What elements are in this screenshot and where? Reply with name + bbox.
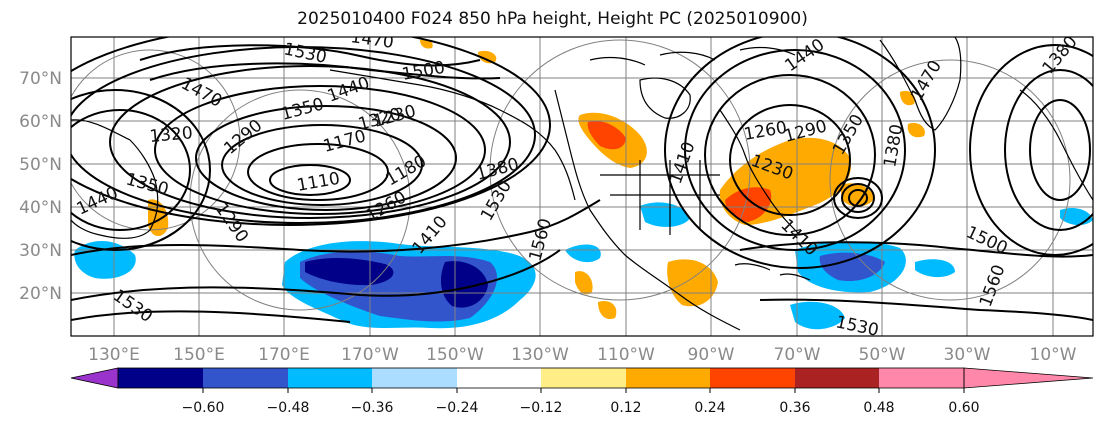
negative-anomaly-central-pacific-core2 — [440, 261, 488, 308]
positive-anomaly-greenland — [900, 90, 916, 106]
colorbar-swatch — [457, 368, 541, 388]
colorbar-tick-label: −0.12 — [520, 400, 563, 416]
colorbar-swatch — [372, 368, 457, 388]
lon-tick-label: 150°E — [173, 345, 225, 365]
colorbar-swatch — [288, 368, 372, 388]
contour-low-europe-1 — [1029, 99, 1091, 201]
hudson-bay — [639, 77, 691, 119]
lon-tick-label: 150°W — [426, 345, 484, 365]
positive-anomaly-arctic — [478, 50, 497, 64]
negative-anomaly-east-atlantic — [915, 259, 955, 278]
colorbar-swatch — [795, 368, 879, 388]
contour-label: 1530 — [834, 312, 880, 341]
height-contours — [71, 37, 1093, 323]
lat-tick-label: 30°N — [19, 241, 62, 261]
contour-low-europe-3 — [969, 44, 1093, 256]
lat-tick-label: 20°N — [19, 284, 62, 304]
contour-trough-1 — [729, 104, 851, 216]
contour-low-atlantic-2 — [841, 183, 875, 213]
colorbar-tick-label: 0.12 — [610, 400, 641, 416]
colorbar-tick-label: −0.24 — [436, 400, 479, 416]
lon-tick-label: 170°E — [258, 345, 310, 365]
lat-tick-label: 50°N — [19, 155, 62, 175]
negative-anomaly-atlantic-core — [819, 252, 885, 282]
lon-tick-label: 90°W — [688, 345, 735, 365]
contour-low-pacific-2 — [221, 124, 423, 206]
colorbar-tick-label: −0.48 — [267, 400, 310, 416]
lon-tick-label: 50°W — [859, 345, 906, 365]
lon-tick-label: 130°W — [511, 345, 569, 365]
positive-anomaly-west-pacific — [148, 199, 169, 237]
colorbar-tick-label: 0.24 — [694, 400, 725, 416]
caribbean-islands — [734, 263, 811, 281]
negative-anomaly-east-pacific-strip — [565, 244, 601, 263]
colorbar-extend-low — [70, 367, 119, 389]
contour-1560-south — [71, 249, 561, 301]
contour-low-pacific-5 — [109, 65, 511, 219]
contour-1530-atlantic — [759, 298, 1093, 321]
positive-anomaly-greenland-east — [907, 122, 925, 138]
contour-trough-4 — [664, 37, 936, 269]
us-states — [600, 160, 720, 235]
north-america-east-coast — [719, 109, 801, 236]
contour-low-pacific-1 — [247, 143, 389, 201]
contour-west-asia-1 — [71, 109, 191, 231]
contour-trough-3 — [684, 49, 906, 251]
colorbar-swatch — [203, 368, 288, 388]
colorbar-tick-label: 0.48 — [863, 400, 894, 416]
contour-1530-north — [139, 44, 481, 67]
contour-low-pacific-7 — [71, 37, 551, 226]
colorbar-tick-label: −0.60 — [182, 400, 225, 416]
colorbar-tick-label: −0.36 — [351, 400, 394, 416]
positive-anomaly-east-pacific — [598, 300, 617, 320]
asia-coast — [71, 119, 159, 239]
contour-1530-south — [71, 199, 601, 256]
colorbar-swatch — [879, 368, 964, 388]
contour-trough-2 — [704, 74, 876, 236]
north-america-west-coast — [554, 89, 741, 331]
colorbar-tick-label: 0.36 — [779, 400, 810, 416]
lon-tick-label: 170°W — [341, 345, 399, 365]
lon-tick-label: 110°W — [597, 345, 655, 365]
contour-label: 1320 — [149, 123, 194, 147]
lon-tick-label: 70°W — [774, 345, 821, 365]
colorbar-swatch — [541, 368, 626, 388]
colorbar-tick-label: 0.60 — [948, 400, 979, 416]
lon-tick-label: 30°W — [944, 345, 991, 365]
arctic-islands — [589, 46, 796, 66]
negative-anomaly-gulf — [640, 202, 690, 227]
contour-low-europe-2 — [1004, 69, 1093, 231]
latitude-axis: 70°N 60°N 50°N 40°N 30°N 20°N — [19, 69, 62, 304]
positive-anomaly-baja — [575, 271, 593, 295]
map-frame — [70, 36, 1094, 337]
colorbar-swatch — [118, 368, 203, 388]
contour-low-pacific-3 — [195, 105, 457, 211]
positive-anomaly-canada-core — [587, 120, 626, 150]
colorbar-swatch — [710, 368, 795, 388]
lat-tick-label: 70°N — [19, 69, 62, 89]
colorbar-extend-high — [963, 367, 1094, 389]
lat-tick-label: 60°N — [19, 112, 62, 132]
contour-1530-far-south — [71, 310, 351, 323]
contour-1470-north — [149, 62, 501, 81]
positive-anomaly-us-east-core — [725, 187, 772, 222]
chart-title: 2025010400 F024 850 hPa height, Height P… — [297, 9, 808, 29]
colorbar-swatch — [626, 368, 710, 388]
longitude-axis: 130°E 150°E 170°E 170°W 150°W 130°W 110°… — [88, 345, 1077, 365]
contour-low-pacific-1110 — [269, 164, 351, 196]
contour-low-atlantic-1 — [848, 189, 868, 207]
contour-low-pacific-4 — [154, 85, 486, 215]
lon-tick-label: 130°E — [88, 345, 140, 365]
contour-west-asia-2 — [71, 89, 211, 251]
alaska-coast — [329, 69, 576, 201]
negative-anomaly-central-pacific-core — [305, 257, 394, 286]
lat-tick-label: 40°N — [19, 198, 62, 218]
contour-1560-atlantic — [739, 241, 1093, 258]
positive-anomaly-north — [420, 39, 433, 49]
lon-tick-label: 10°W — [1030, 345, 1077, 365]
colorbar: −0.60 −0.48 −0.36 −0.24 −0.12 0.12 0.24 … — [70, 367, 1094, 416]
greenland-coast — [879, 37, 962, 131]
negative-anomaly-south-atlantic — [790, 301, 845, 330]
